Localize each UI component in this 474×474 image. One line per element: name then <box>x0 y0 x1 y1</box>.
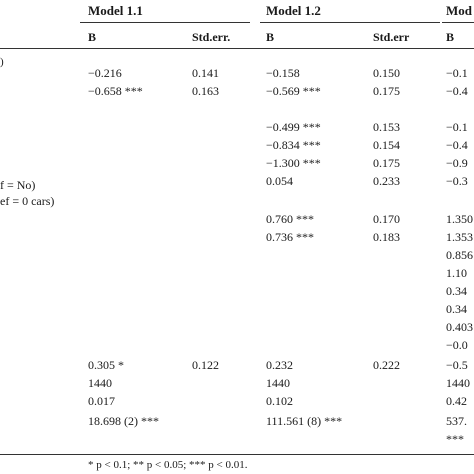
cell-b1: −0.658 *** <box>88 84 143 98</box>
col-stderr-2: Std.err <box>373 30 410 44</box>
model-1-3-underline <box>442 22 474 23</box>
cell-b3: 537. <box>446 414 467 428</box>
cell-b2: −0.499 *** <box>266 120 321 134</box>
bottom-rule <box>0 454 474 455</box>
cell-b3: −0.3 <box>446 174 468 188</box>
cell-b1: 0.305 * <box>88 358 124 372</box>
cell-b1: 0.017 <box>88 394 115 408</box>
cell-b2: 0.102 <box>266 394 293 408</box>
model-1-1-header: Model 1.1 <box>88 3 143 18</box>
cell-se1: 0.122 <box>192 358 219 372</box>
cell-se2: 0.153 <box>373 120 400 134</box>
cell-b3: *** <box>446 432 464 446</box>
col-stderr-1: Std.err. <box>192 30 231 44</box>
row-label-no: f = No) <box>0 178 36 192</box>
cell-se2: 0.175 <box>373 156 400 170</box>
col-b-3: B <box>446 30 455 44</box>
model-1-1-underline <box>80 22 250 23</box>
cell-b3: 1440 <box>446 376 470 390</box>
cell-b2: 111.561 (8) *** <box>266 414 343 428</box>
cell-se1: 0.163 <box>192 84 219 98</box>
cell-b3: 1.353 <box>446 230 473 244</box>
model-1-3-header-partial: Mod <box>446 3 472 18</box>
cell-b3: 1.350 <box>446 212 473 226</box>
cell-b3: −0.0 <box>446 338 468 352</box>
cell-b2: −1.300 *** <box>266 156 321 170</box>
cell-se2: 0.183 <box>373 230 400 244</box>
cell-b3: −0.1 <box>446 120 468 134</box>
cell-se2: 0.175 <box>373 84 400 98</box>
cell-b2: −0.158 <box>266 66 300 80</box>
cell-b3: 0.34 <box>446 302 467 316</box>
cell-se1: 0.141 <box>192 66 219 80</box>
left-truncated-label: ) <box>0 56 4 68</box>
cell-b3: −0.9 <box>446 156 468 170</box>
header-rule <box>0 48 474 49</box>
cell-se2: 0.233 <box>373 174 400 188</box>
col-b-1: B <box>88 30 97 44</box>
cell-b3: 0.34 <box>446 284 467 298</box>
model-1-2-header: Model 1.2 <box>266 3 321 18</box>
cell-b2: 0.054 <box>266 174 293 188</box>
cell-se2: 0.150 <box>373 66 400 80</box>
cell-b2: 0.232 <box>266 358 293 372</box>
cell-se2: 0.222 <box>373 358 400 372</box>
cell-b3: −0.1 <box>446 66 468 80</box>
cell-b3: 0.42 <box>446 394 467 408</box>
cell-b3: −0.5 <box>446 358 468 372</box>
footnote: * p < 0.1; ** p < 0.05; *** p < 0.01. <box>88 459 248 471</box>
cell-b2: 1440 <box>266 376 290 390</box>
row-label-cars: ef = 0 cars) <box>0 194 55 208</box>
cell-b3: −0.4 <box>446 84 468 98</box>
cell-b2: −0.834 *** <box>266 138 321 152</box>
cell-se2: 0.154 <box>373 138 400 152</box>
cell-b3: 1.10 <box>446 266 467 280</box>
cell-b3: 0.856 <box>446 248 473 262</box>
cell-b3: 0.403 <box>446 320 473 334</box>
col-b-2: B <box>266 30 275 44</box>
model-1-2-underline <box>260 22 440 23</box>
cell-b1: −0.216 <box>88 66 122 80</box>
cell-b1: 18.698 (2) *** <box>88 414 159 428</box>
cell-b3: −0.4 <box>446 138 468 152</box>
cell-b2: −0.569 *** <box>266 84 321 98</box>
cell-b2: 0.760 *** <box>266 212 314 226</box>
cell-se2: 0.170 <box>373 212 400 226</box>
cell-b1: 1440 <box>88 376 112 390</box>
cell-b2: 0.736 *** <box>266 230 314 244</box>
